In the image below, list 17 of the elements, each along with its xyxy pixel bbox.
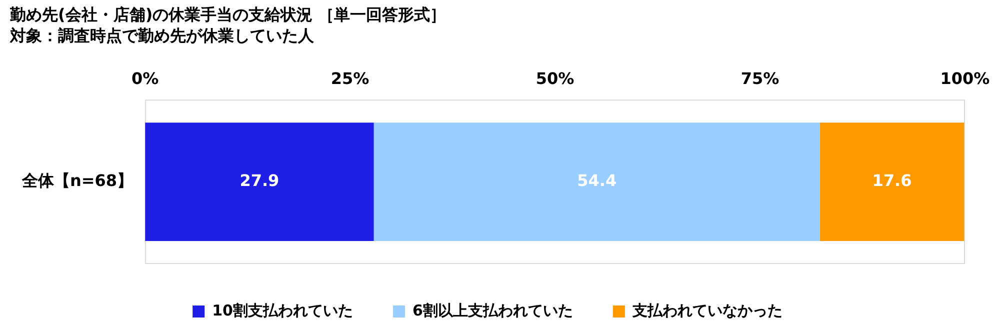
chart-subtitle: 対象：調査時点で勤め先が休業していた人: [9, 26, 315, 45]
x-tick-label: 0%: [131, 69, 159, 88]
chart-title: 勤め先(会社・店舗)の休業手当の支給状況 ［単一回答形式］: [9, 4, 446, 24]
legend-label: 支払われていなかった: [631, 301, 782, 320]
x-tick-label: 25%: [330, 69, 370, 88]
x-tick-label: 75%: [740, 69, 780, 88]
bar: [820, 122, 964, 241]
data-label: 27.9: [240, 170, 280, 190]
data-label: 54.4: [577, 170, 617, 190]
y-tick-label: 全体【n=68】: [21, 170, 134, 190]
legend-label: 10割支払われていた: [212, 301, 353, 320]
x-tick-label: 100%: [940, 69, 990, 88]
bar: [145, 122, 374, 241]
x-tick-label: 50%: [536, 69, 574, 88]
data-label: 17.6: [872, 170, 912, 190]
legend-label: 6割以上支払われていた: [412, 301, 573, 320]
bar: [374, 122, 820, 241]
